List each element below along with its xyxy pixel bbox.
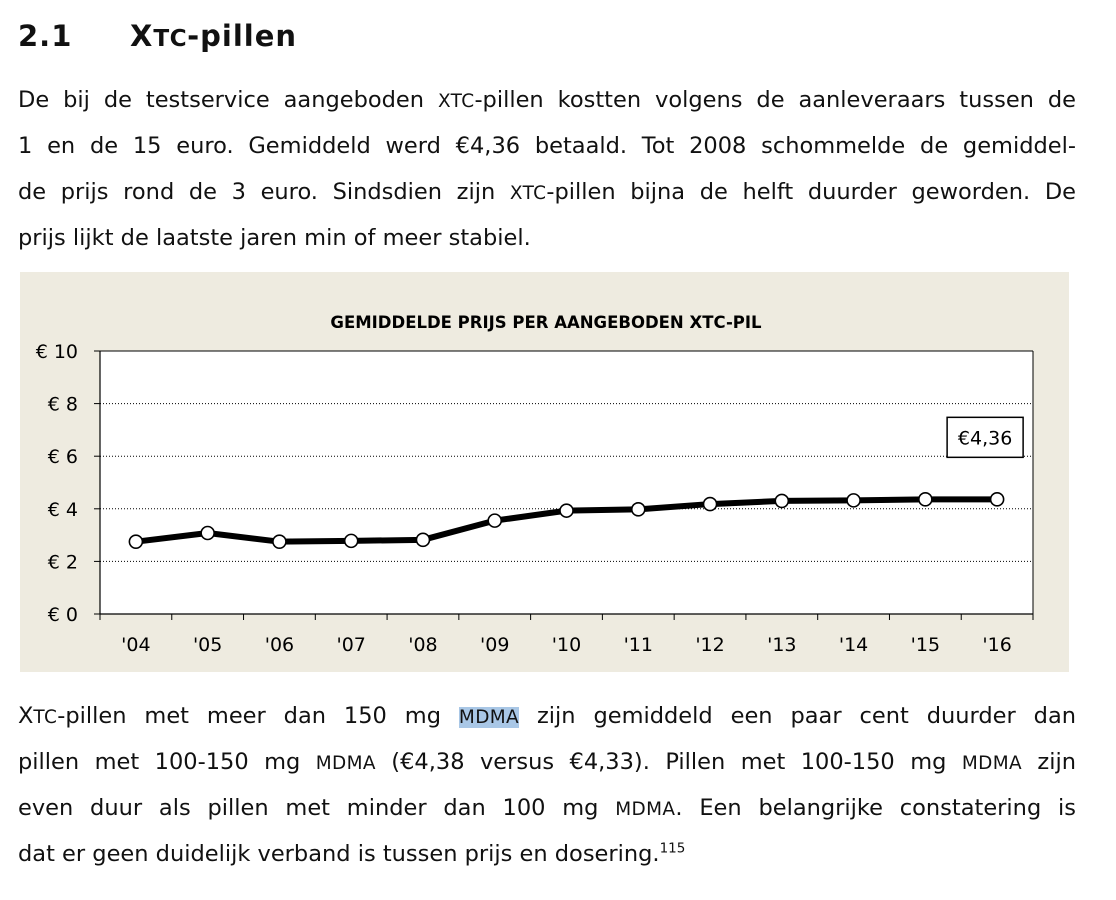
x-tick-label: '10 bbox=[552, 634, 581, 656]
data-point bbox=[918, 492, 933, 507]
section-number: 2.1 bbox=[18, 19, 73, 53]
x-tick-label: '16 bbox=[982, 634, 1011, 656]
annotation-box bbox=[946, 416, 1024, 459]
data-point bbox=[630, 502, 646, 517]
data-point bbox=[559, 503, 574, 518]
y-tick-label: € 10 bbox=[36, 341, 78, 363]
x-tick-label: '07 bbox=[336, 634, 365, 656]
data-point bbox=[487, 513, 503, 528]
text-line: De bij de testservice aangeboden XTC-pil… bbox=[18, 87, 1076, 113]
x-tick-label: '11 bbox=[624, 634, 653, 656]
data-point bbox=[200, 525, 215, 541]
annotation-label: €4,36 bbox=[958, 427, 1012, 449]
data-point bbox=[272, 534, 287, 549]
x-tick-label: '04 bbox=[121, 634, 150, 656]
text-line: de prijs rond de 3 euro. Sindsdien zijn … bbox=[18, 179, 1076, 205]
x-tick-label: '05 bbox=[193, 634, 222, 656]
x-tick-label: '08 bbox=[408, 634, 437, 656]
data-point bbox=[343, 533, 359, 549]
y-tick-label: € 4 bbox=[48, 499, 78, 521]
section-heading: 2.1 XTC-pillen bbox=[18, 14, 297, 58]
plot-area bbox=[100, 351, 1033, 614]
y-tick-label: € 6 bbox=[48, 446, 78, 468]
chart-title: GEMIDDELDE PRIJS PER AANGEBODEN XTC-PIL bbox=[330, 313, 762, 332]
data-point bbox=[774, 493, 790, 509]
body-paragraph: XTC-pillen met meer dan 150 mg MDMA zijn… bbox=[18, 693, 1076, 877]
chart-svg: GEMIDDELDE PRIJS PER AANGEBODEN XTC-PIL … bbox=[36, 313, 1034, 656]
intro-paragraph: De bij de testservice aangeboden XTC-pil… bbox=[18, 77, 1076, 261]
x-tick-label: '15 bbox=[911, 634, 940, 656]
x-tick-label: '13 bbox=[767, 634, 796, 656]
data-point bbox=[702, 496, 718, 512]
highlighted-term: MDMA bbox=[458, 707, 520, 728]
footnote-marker: 115 bbox=[659, 840, 686, 857]
price-chart: GEMIDDELDE PRIJS PER AANGEBODEN XTC-PIL … bbox=[20, 272, 1069, 672]
y-tick-label: € 2 bbox=[48, 551, 78, 573]
y-tick-label: € 8 bbox=[48, 394, 78, 416]
text-line: prijs lijkt de laatste jaren min of meer… bbox=[18, 225, 531, 251]
text-line: pillen met 100-150 mg MDMA (€4,38 versus… bbox=[18, 749, 1076, 775]
data-point bbox=[128, 534, 144, 549]
x-tick-label: '09 bbox=[480, 634, 509, 656]
data-point bbox=[989, 492, 1005, 507]
x-tick-label: '06 bbox=[265, 634, 294, 656]
data-point bbox=[846, 493, 861, 508]
section-title: XTC-pillen bbox=[130, 19, 298, 53]
x-tick-label: '12 bbox=[695, 634, 724, 656]
text-line: dat er geen duidelijk verband is tussen … bbox=[18, 840, 686, 867]
text-line: even duur als pillen met minder dan 100 … bbox=[18, 795, 1076, 821]
y-tick-label: € 0 bbox=[48, 604, 78, 626]
text-line: XTC-pillen met meer dan 150 mg MDMA zijn… bbox=[18, 703, 1076, 729]
data-point bbox=[415, 532, 431, 548]
text-line: 1 en de 15 euro. Gemiddeld werd €4,36 be… bbox=[18, 133, 1076, 159]
x-tick-label: '14 bbox=[839, 634, 868, 656]
